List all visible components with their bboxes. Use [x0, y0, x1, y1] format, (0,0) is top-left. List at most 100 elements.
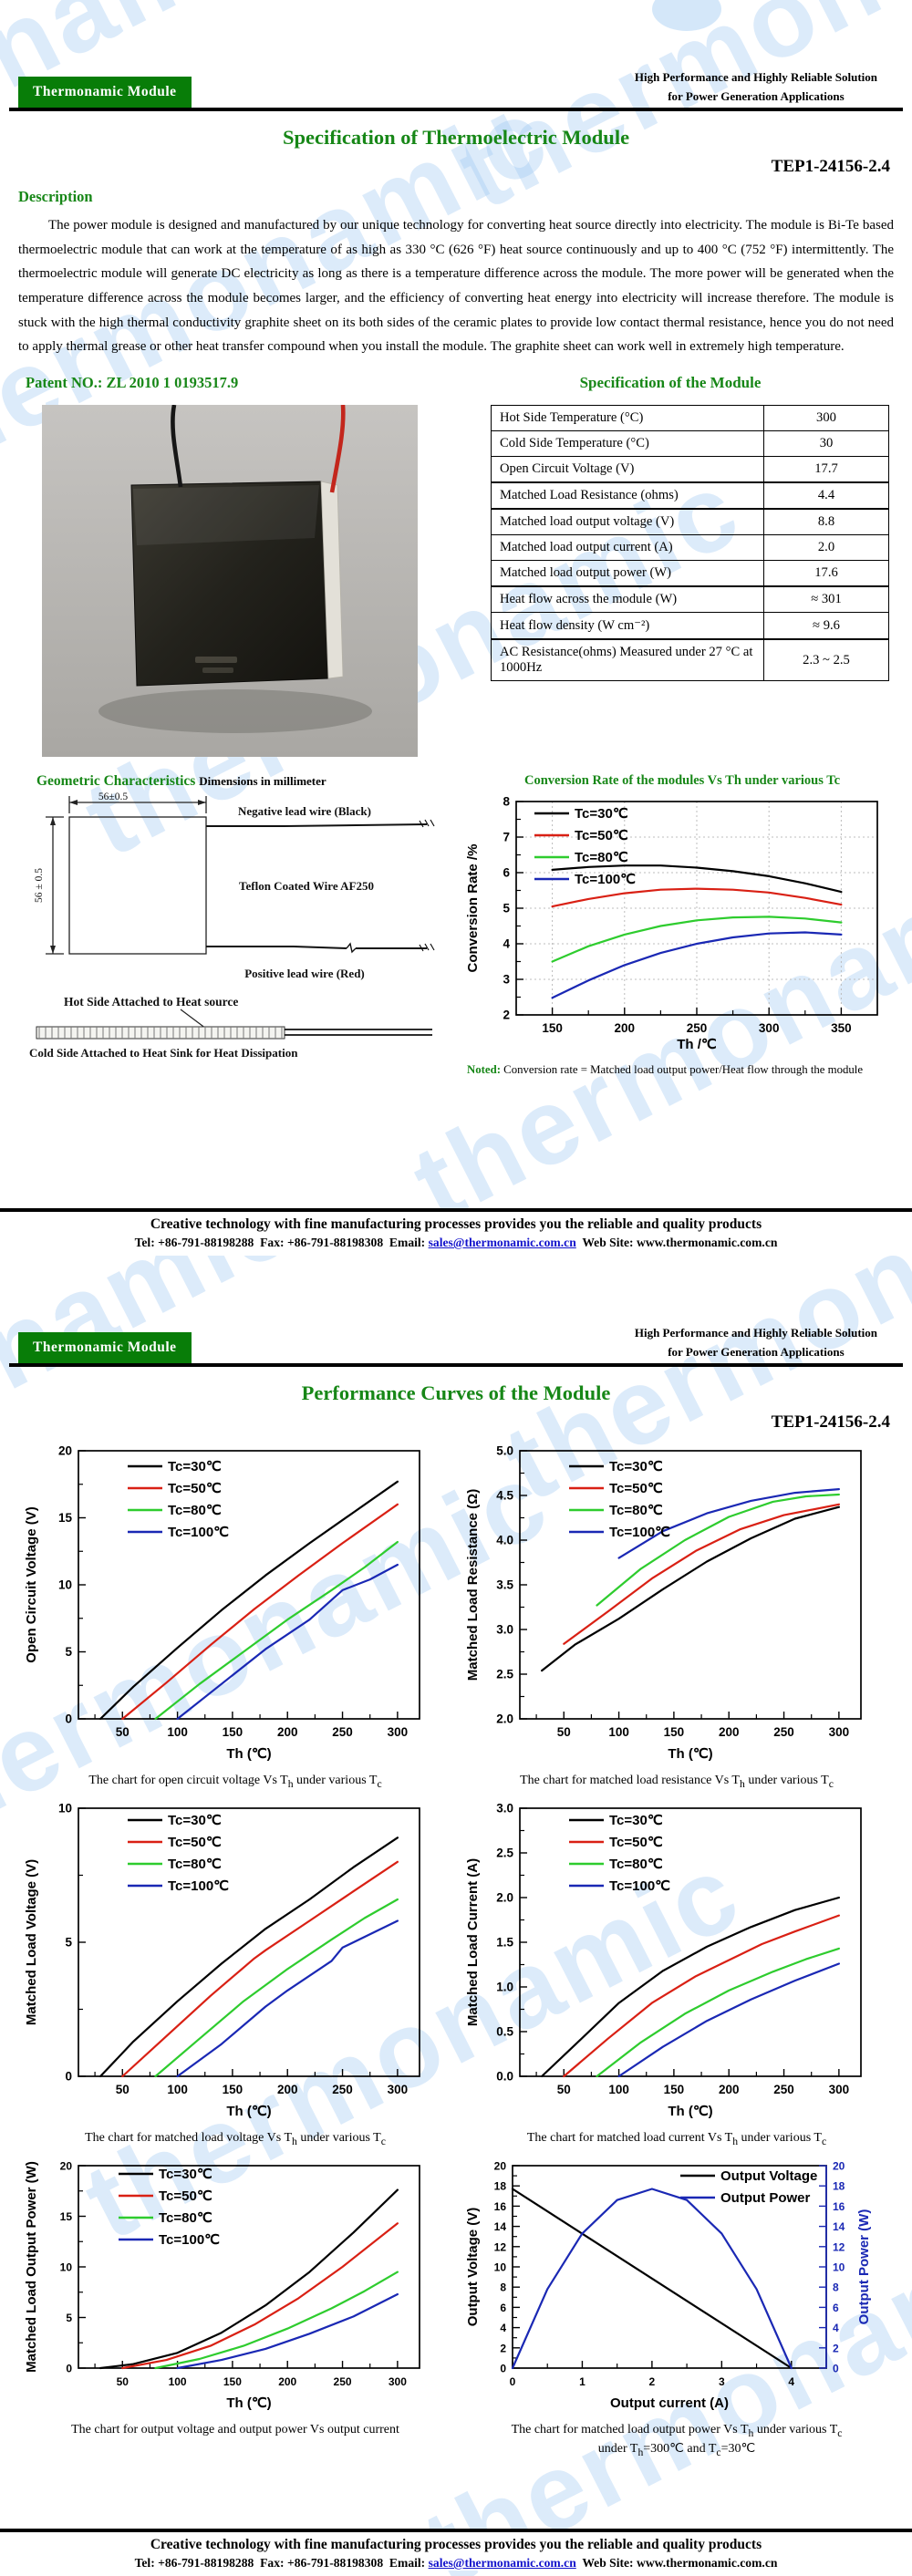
svg-text:50: 50: [557, 1725, 571, 1739]
fig-mlp-plot: 50 100 150 200 250 300 0 5 10 15 20 Th (℃) Matched L…: [24, 2159, 420, 2411]
footer-contact: Tel: +86-791-88198288 Fax: +86-791-88198…: [0, 1236, 912, 1250]
spec-value: 30: [763, 430, 889, 458]
svg-text:14: 14: [494, 2220, 507, 2233]
svg-text:300: 300: [388, 2083, 409, 2096]
header-tagline-2: for Power Generation Applications: [668, 1345, 845, 1360]
svg-text:0: 0: [510, 2375, 516, 2388]
svg-text:12: 12: [494, 2240, 507, 2253]
dimension-top: 56±0.5: [98, 791, 128, 802]
fig-ocv-plot: 50 100 150 200 250 300 0 5 10 15 20 Th (℃) Open Circ…: [24, 1444, 420, 1762]
lead-wires: [206, 819, 435, 954]
header-taglines: High Performance and Highly Reliable Sol…: [635, 1324, 877, 1362]
spec-value: 17.7: [763, 456, 889, 483]
fax-number: +86-791-88198308: [286, 2556, 384, 2570]
teflon-wire-label: Teflon Coated Wire AF250: [239, 879, 374, 893]
svg-text:3.0: 3.0: [496, 1801, 513, 1815]
header-tagline-2: for Power Generation Applications: [668, 89, 845, 104]
svg-text:0.5: 0.5: [496, 2024, 513, 2038]
chart-caption: The chart for output voltage and output …: [71, 2422, 399, 2436]
svg-text:5: 5: [65, 1645, 72, 1659]
svg-text:6: 6: [833, 2301, 839, 2313]
svg-text:2: 2: [833, 2342, 839, 2354]
spec-row: Heat flow across the module (W) ≈ 301: [491, 585, 889, 614]
svg-text:1.0: 1.0: [496, 1980, 513, 1993]
email-link[interactable]: sales@thermonamic.com.cn: [428, 2556, 576, 2570]
svg-text:Open Circuit Voltage (V): Open Circuit Voltage (V): [24, 1506, 39, 1662]
svg-text:250: 250: [687, 1021, 708, 1035]
svg-text:Matched Load Resistance (Ω): Matched Load Resistance (Ω): [465, 1489, 481, 1681]
svg-text:50: 50: [116, 1725, 130, 1739]
matched-load-resistance-chart: 50 100 150 200 250 300 2.0 2.5 3.0 3.5 4.0 4.5 5.0 Th…: [463, 1440, 890, 1790]
product-photo: [42, 405, 418, 758]
black-lead-wire: [171, 405, 183, 488]
svg-text:Tc=100℃: Tc=100℃: [168, 1878, 229, 1894]
svg-text:0: 0: [833, 2362, 839, 2374]
svg-text:1.5: 1.5: [496, 1935, 513, 1949]
page-header: Thermonamic Module High Performance and …: [9, 1256, 903, 1367]
email-label: Email:: [389, 1236, 426, 1249]
svg-text:Tc=80℃: Tc=80℃: [168, 1857, 222, 1872]
svg-text:10: 10: [833, 2260, 845, 2273]
svg-text:Th /℃: Th /℃: [677, 1037, 717, 1052]
spec-row: Open Circuit Voltage (V) 17.7: [491, 456, 889, 483]
svg-text:Tc=30℃: Tc=30℃: [609, 1813, 663, 1828]
svg-text:Tc=30℃: Tc=30℃: [168, 1459, 222, 1474]
web-label: Web Site:: [582, 2556, 634, 2570]
svg-text:150: 150: [664, 1725, 685, 1739]
footer-slogan: Creative technology with fine manufactur…: [150, 1216, 762, 1232]
svg-text:2.5: 2.5: [496, 1668, 513, 1681]
spec-value: 8.8: [763, 508, 889, 536]
spec-row: Heat flow density (W cm⁻²) ≈ 9.6: [491, 612, 889, 640]
open-circuit-voltage-chart: 50 100 150 200 250 300 0 5 10 15 20 Th (℃) Open Circ…: [22, 1440, 449, 1790]
spec-row: AC Resistance(ohms) Measured under 27 °C…: [491, 638, 889, 682]
chart-caption: The chart for matched load resistance Vs…: [520, 1774, 834, 1790]
svg-text:Tc=30℃: Tc=30℃: [159, 2167, 212, 2182]
svg-text:Tc=100℃: Tc=100℃: [159, 2232, 220, 2248]
svg-text:50: 50: [116, 2083, 130, 2096]
svg-text:4.5: 4.5: [496, 1489, 513, 1503]
svg-text:2: 2: [500, 2342, 506, 2354]
svg-text:250: 250: [334, 2375, 352, 2388]
svg-text:250: 250: [773, 2083, 794, 2096]
page-title: Performance Curves of the Module: [301, 1381, 611, 1404]
svg-text:20: 20: [494, 2159, 507, 2172]
svg-text:0.0: 0.0: [496, 2069, 513, 2083]
svg-text:0: 0: [65, 2069, 72, 2083]
svg-text:6: 6: [500, 2301, 506, 2313]
svg-text:4: 4: [833, 2322, 839, 2334]
svg-text:10: 10: [58, 1801, 72, 1815]
spec-label: Hot Side Temperature (°C): [491, 405, 764, 432]
spec-row: Matched Load Resistance (ohms) 4.4: [491, 481, 889, 510]
brand-banner: Thermonamic Module: [18, 77, 192, 108]
spec-label: Open Circuit Voltage (V): [491, 456, 764, 483]
svg-text:8: 8: [503, 795, 510, 809]
chart-caption: The chart for matched load current Vs Th…: [526, 2130, 827, 2147]
svg-text:250: 250: [332, 1725, 353, 1739]
svg-text:4.0: 4.0: [496, 1534, 513, 1547]
spec-table: Hot Side Temperature (°C) 300 Cold Side Te…: [491, 405, 889, 682]
svg-text:2.0: 2.0: [496, 1890, 513, 1904]
svg-text:10: 10: [494, 2260, 507, 2273]
email-link[interactable]: sales@thermonamic.com.cn: [428, 1236, 576, 1249]
svg-text:Tc=30℃: Tc=30℃: [609, 1459, 663, 1474]
spec-value: 4.4: [763, 481, 889, 510]
svg-text:8: 8: [833, 2281, 839, 2293]
page-header: Thermonamic Module High Performance and …: [9, 0, 903, 111]
svg-text:150: 150: [223, 1725, 244, 1739]
svg-text:4: 4: [500, 2322, 506, 2334]
header-taglines: High Performance and Highly Reliable Sol…: [635, 68, 877, 107]
cold-side-label: Cold Side Attached to Heat Sink for Heat…: [29, 1046, 298, 1060]
svg-text:Matched Load Current (A): Matched Load Current (A): [465, 1858, 481, 2026]
svg-text:20: 20: [833, 2159, 845, 2172]
matched-load-output-power-chart: 50 100 150 200 250 300 0 5 10 15 20 Th (℃) Matched L…: [22, 2155, 449, 2459]
svg-text:Tc=50℃: Tc=50℃: [168, 1835, 222, 1850]
spec-row: Matched load output current (A) 2.0: [491, 534, 889, 562]
geometry-note: Dimensions in millimeter: [199, 774, 326, 789]
spec-value: ≈ 9.6: [763, 612, 889, 640]
svg-text:Tc=100℃: Tc=100℃: [168, 1525, 229, 1540]
spec-value: ≈ 301: [763, 585, 889, 614]
red-lead-wire: [329, 405, 346, 493]
svg-text:150: 150: [542, 1021, 563, 1035]
photo-shadow: [98, 689, 372, 734]
output-voltage-power-chart: 0 1 2 3 4 0 2 4 6 8 10 12 14 16 18 20 0 2 4 6 8 10 12 14 16 18 20 O…: [463, 2155, 890, 2458]
